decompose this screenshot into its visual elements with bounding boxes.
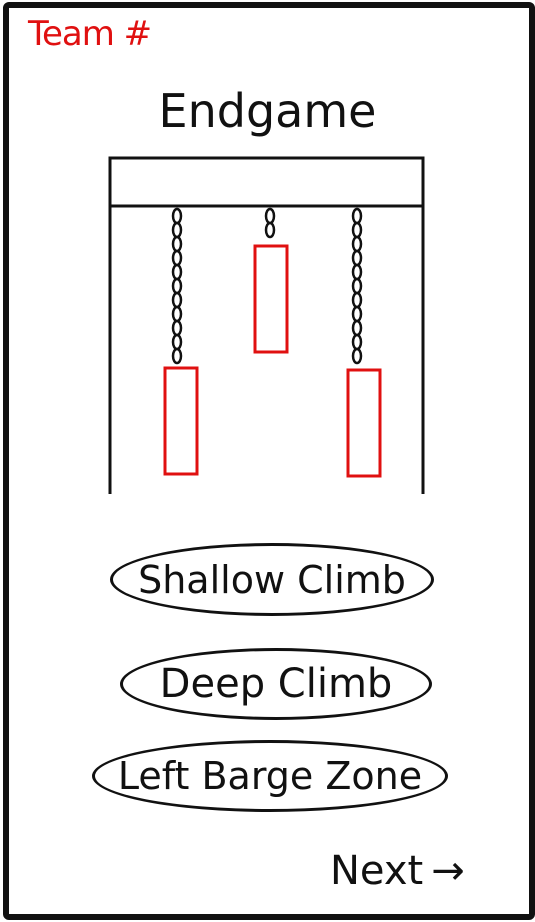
left-barge-zone-button[interactable]: Left Barge Zone <box>92 740 448 812</box>
chain-icon-left <box>171 207 183 365</box>
arrow-right-icon: → <box>431 848 465 894</box>
right-cage <box>346 368 382 478</box>
next-button[interactable]: Next → <box>330 848 465 894</box>
next-label: Next <box>330 848 424 894</box>
chain-icon-middle <box>264 207 276 239</box>
chain-icon-right <box>351 207 363 365</box>
team-number-label: Team # <box>28 14 152 54</box>
middle-cage <box>253 244 289 354</box>
deep-climb-button[interactable]: Deep Climb <box>120 648 432 720</box>
page-title: Endgame <box>158 84 377 138</box>
cage-top-beam <box>108 156 425 208</box>
shallow-climb-button[interactable]: Shallow Climb <box>110 543 434 616</box>
left-cage <box>163 366 199 476</box>
